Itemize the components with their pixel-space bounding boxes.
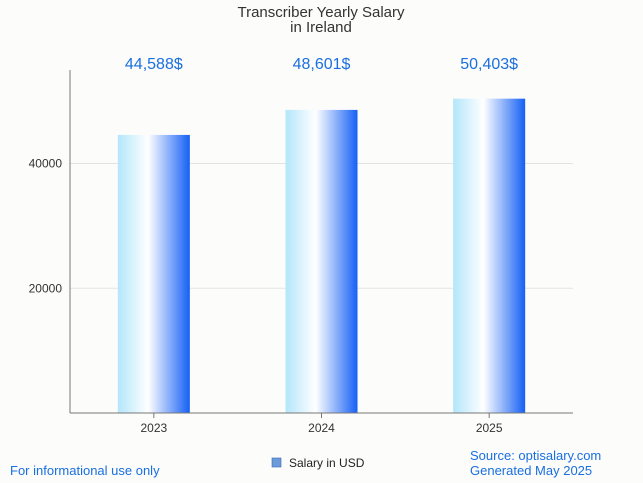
y-tick-label-40000: 40000 xyxy=(29,157,63,171)
source-note[interactable]: Source: optisalary.com xyxy=(470,448,602,463)
y-tick-label-20000: 20000 xyxy=(29,281,63,295)
x-tick-label-2023: 2023 xyxy=(140,421,167,435)
axis-layer xyxy=(69,70,573,418)
generated-note: Generated May 2025 xyxy=(470,463,593,478)
value-label-2023: 44,588$ xyxy=(125,56,183,73)
x-tick-label-2025: 2025 xyxy=(476,421,503,435)
bar-2023[interactable] xyxy=(117,134,190,413)
bar-2025[interactable] xyxy=(453,98,526,413)
chart-title-line-2: in Ireland xyxy=(290,19,352,36)
bar-layer xyxy=(117,98,526,413)
chart-title-line-1: Transcriber Yearly Salary xyxy=(237,4,405,21)
legend-swatch xyxy=(271,457,282,468)
label-layer: 20000 40000 44,588$ 2023 48,601$ 2024 50,403$ 2… xyxy=(29,56,519,435)
legend-label: Salary in USD xyxy=(289,456,365,470)
value-label-2025: 50,403$ xyxy=(460,56,518,73)
value-label-2024: 48,601$ xyxy=(293,56,351,73)
bar-2024[interactable] xyxy=(285,109,358,413)
x-tick-label-2024: 2024 xyxy=(308,421,335,435)
legend[interactable]: Salary in USD xyxy=(271,456,365,470)
informational-note: For informational use only xyxy=(10,463,160,478)
